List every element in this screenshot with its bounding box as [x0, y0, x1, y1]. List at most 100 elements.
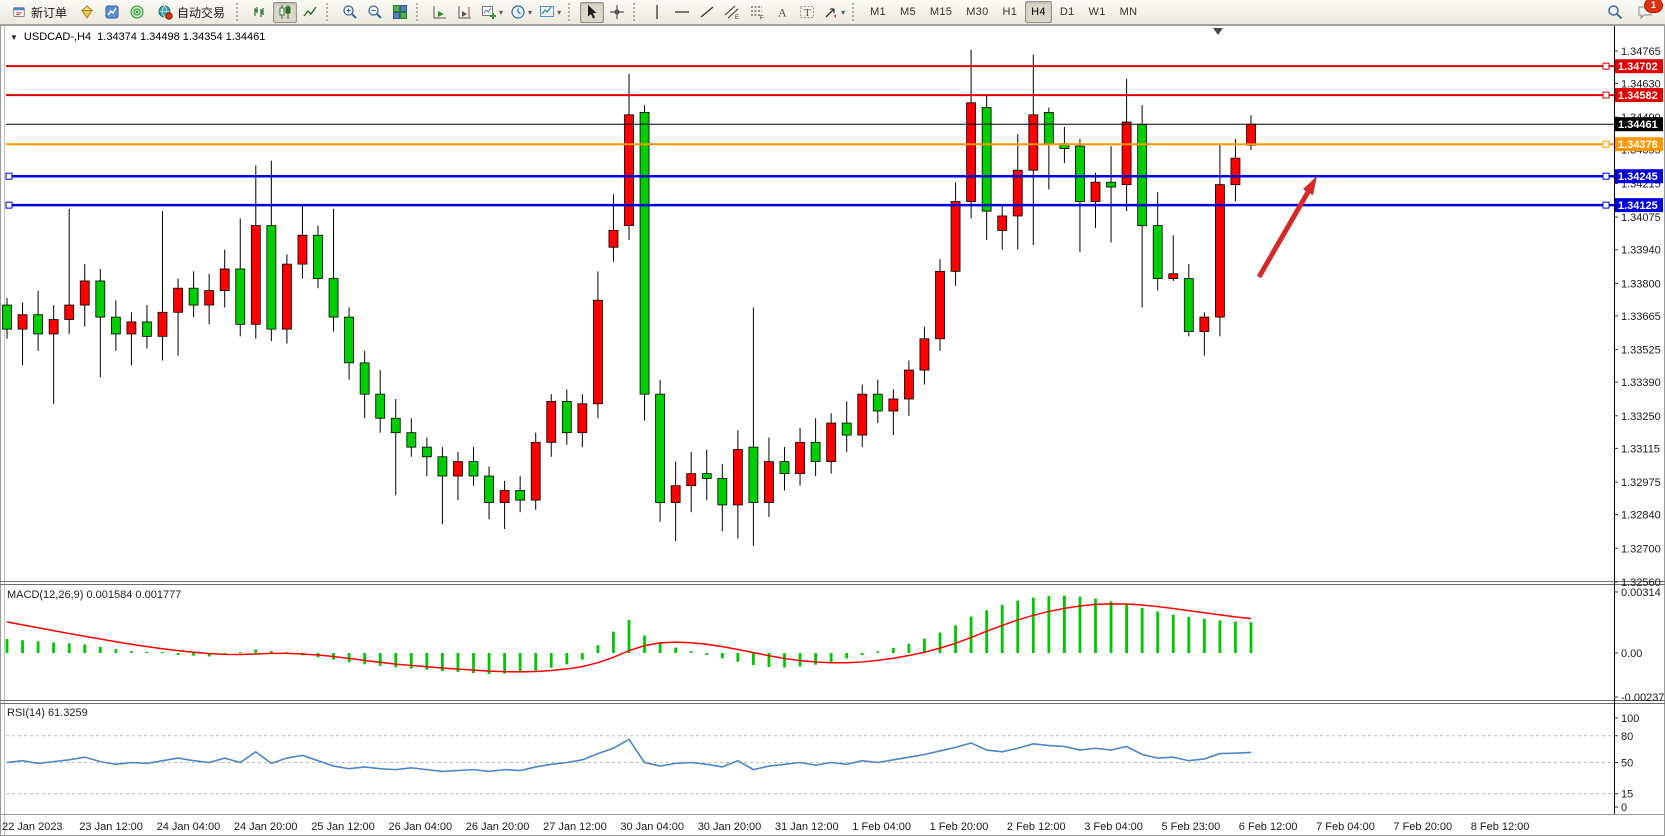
price-badge	[1615, 59, 1663, 74]
crosshair-icon	[609, 4, 625, 20]
trendline-button[interactable]	[695, 2, 719, 23]
ray-handle[interactable]	[1602, 140, 1610, 148]
candle-body	[593, 299, 603, 405]
market-watch-button[interactable]	[75, 2, 99, 23]
svg-text:1.33250: 1.33250	[1621, 411, 1661, 423]
date-label: 1 Feb 20:00	[930, 821, 989, 833]
timeframe-button-m5[interactable]: M5	[899, 6, 916, 18]
zoom-out-icon	[367, 4, 383, 20]
arrow-annotation[interactable]	[1256, 176, 1317, 279]
candle-body	[1106, 181, 1116, 188]
candle-body	[1230, 157, 1241, 186]
chart-canvas[interactable]: 1.347651.346301.344901.343551.342151.340…	[0, 25, 1665, 836]
macd-panel: 0.00314 0.00 -0.002376	[5, 587, 1665, 704]
tile-windows-button[interactable]	[388, 2, 412, 23]
navigator-button[interactable]	[100, 2, 124, 23]
candle-body	[142, 321, 152, 337]
candle-body	[297, 234, 308, 265]
toolbar-separator	[568, 3, 575, 21]
date-label: 22 Jan 2023	[2, 821, 63, 833]
fibonacci-button[interactable]: F	[745, 2, 769, 23]
price-badges: 1.34702 1.34582 1.34378 1.34245 1.34125 1.344…	[1615, 59, 1663, 213]
timeframe-button-h1[interactable]: H1	[1002, 6, 1018, 18]
candle-body	[1028, 114, 1039, 171]
svg-text:15: 15	[1621, 789, 1633, 801]
timeframe-button-m15[interactable]: M15	[929, 6, 953, 18]
date-label: 23 Jan 12:00	[79, 821, 143, 833]
zoom-out-button[interactable]	[363, 2, 387, 23]
timeframe-button-w1[interactable]: W1	[1088, 6, 1106, 18]
candle-body	[453, 461, 463, 477]
date-label: 8 Feb 12:00	[1471, 821, 1530, 833]
clock-icon	[510, 4, 526, 20]
chart-window: 1.347651.346301.344901.343551.342151.340…	[0, 25, 1665, 836]
channel-button[interactable]: E	[720, 2, 744, 23]
candle-body	[359, 362, 370, 395]
templates-button[interactable]: ▾	[536, 2, 564, 23]
ray-handle[interactable]	[1602, 201, 1610, 209]
candle-body	[546, 400, 557, 443]
candle-body	[79, 280, 90, 306]
bar-chart-button[interactable]	[248, 2, 272, 23]
vertical-line-button[interactable]	[645, 2, 669, 23]
line-chart-icon	[302, 4, 318, 20]
candle-body	[484, 475, 494, 503]
bar-chart-icon	[252, 4, 268, 20]
new-order-button[interactable]: 新订单	[4, 2, 74, 23]
crosshair-button[interactable]	[605, 2, 629, 23]
candle-body	[904, 369, 914, 400]
indicators-button[interactable]: ▾	[478, 2, 506, 23]
svg-text:1.34765: 1.34765	[1621, 46, 1661, 58]
ray-handle[interactable]	[1602, 62, 1610, 70]
vertical-line-icon	[649, 4, 665, 20]
candle-body	[33, 314, 43, 335]
rsi-line	[6, 738, 1252, 773]
market-watch-icon	[79, 4, 95, 20]
timeframe-button-mn[interactable]: MN	[1119, 6, 1138, 18]
template-icon	[539, 4, 555, 20]
candle-body	[717, 478, 728, 506]
candlestick-chart-button[interactable]	[273, 1, 298, 23]
arrows-tool-button[interactable]: ▾	[820, 2, 848, 23]
periods-button[interactable]: ▾	[507, 2, 535, 23]
chart-plot-area[interactable]	[6, 27, 1614, 814]
arrows-tool-icon	[823, 4, 839, 20]
svg-text:1.33940: 1.33940	[1621, 245, 1661, 257]
line-chart-button[interactable]	[298, 2, 322, 23]
ray-handle[interactable]	[5, 201, 13, 209]
signals-button[interactable]	[125, 2, 149, 23]
text-tool-button[interactable]: A	[770, 2, 794, 23]
horizontal-line-button[interactable]	[670, 2, 694, 23]
ray-handle[interactable]	[5, 172, 13, 180]
notifications-button[interactable]: 1	[1633, 0, 1663, 23]
svg-text:-0.002376: -0.002376	[1621, 692, 1665, 704]
chart-shift-button[interactable]	[453, 2, 477, 23]
timeframe-button-d1[interactable]: D1	[1059, 6, 1075, 18]
candle-body	[966, 102, 976, 202]
candle-body	[655, 393, 665, 503]
candle-body	[406, 432, 417, 448]
label-tool-button[interactable]: T	[795, 2, 819, 23]
timeframe-button-m30[interactable]: M30	[966, 6, 989, 18]
label-tool-icon: T	[799, 4, 815, 20]
ray-handle[interactable]	[1602, 91, 1610, 99]
svg-text:0.00314: 0.00314	[1621, 587, 1661, 599]
date-label: 24 Jan 20:00	[234, 821, 298, 833]
candle-body	[1043, 112, 1054, 145]
price-badge	[1615, 117, 1663, 132]
ray-handle[interactable]	[1602, 172, 1610, 180]
candle-body	[826, 422, 837, 462]
chart-shift-marker[interactable]	[1213, 28, 1223, 35]
timeframe-button-h4[interactable]: H4	[1025, 1, 1052, 23]
timeframe-button-m1[interactable]: M1	[870, 6, 886, 18]
candle-body	[950, 201, 961, 272]
cursor-button[interactable]	[580, 1, 605, 23]
zoom-in-button[interactable]	[338, 2, 362, 23]
signals-icon	[129, 4, 145, 20]
auto-scroll-button[interactable]	[428, 2, 452, 23]
price-badge	[1615, 169, 1663, 184]
candle-body	[1012, 169, 1023, 217]
search-button[interactable]	[1603, 2, 1627, 23]
auto-trading-button[interactable]: 自动交易	[150, 2, 232, 23]
price-badge-label: 1.34461	[1618, 119, 1658, 131]
